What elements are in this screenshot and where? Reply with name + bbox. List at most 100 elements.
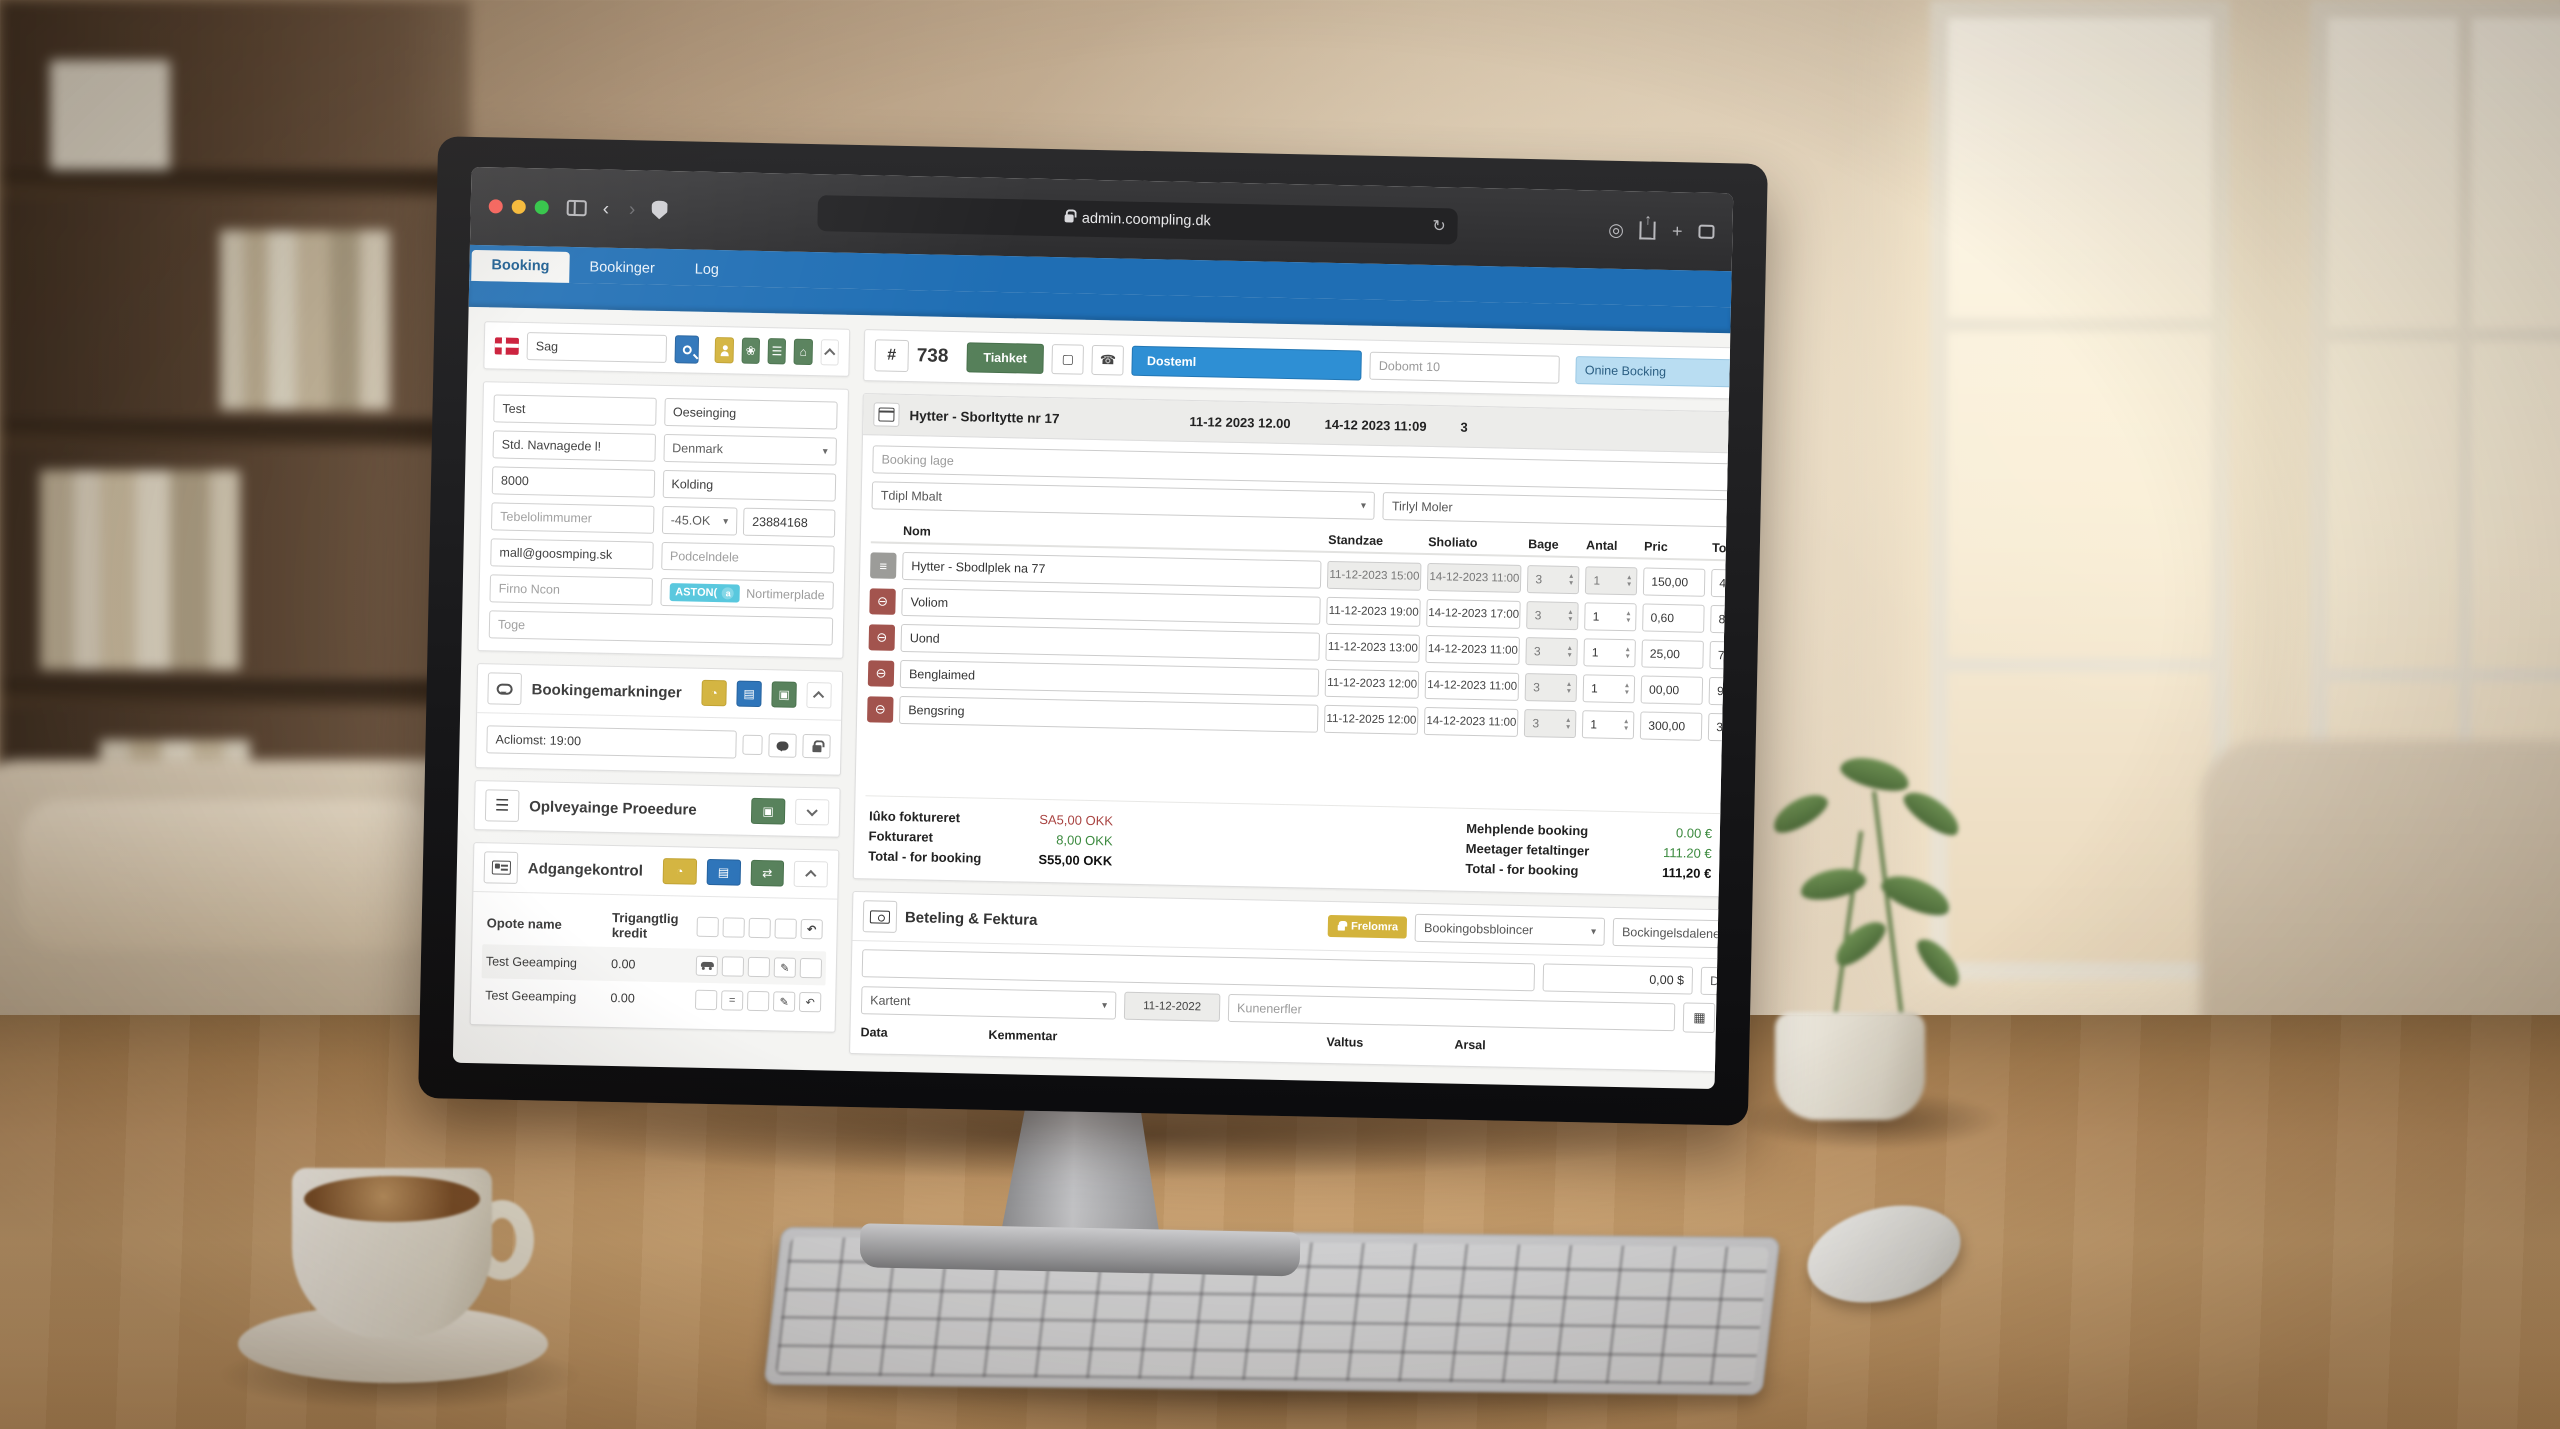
line-price-input[interactable]: 150,00 (1643, 567, 1706, 597)
email-field[interactable] (490, 538, 654, 570)
document-button[interactable]: Dosteml (1131, 345, 1363, 381)
amount-input[interactable] (1542, 963, 1694, 996)
access-checkbox[interactable] (799, 957, 823, 979)
access-checkbox[interactable] (722, 917, 745, 938)
remarks-add-button[interactable]: ▣ (771, 681, 797, 708)
stepper-arrows-icon[interactable]: ▲ ▼ (1624, 645, 1632, 661)
stepper-arrows-icon[interactable]: ▲ ▼ (1566, 644, 1574, 660)
stepper-arrows-icon[interactable]: ▲ ▼ (1625, 573, 1633, 589)
line-total-input[interactable]: 450,00 (1711, 568, 1734, 599)
status-button[interactable]: Tiahket (966, 342, 1045, 374)
list-button[interactable]: ☰ (767, 338, 787, 365)
new-tab-icon[interactable]: + (1671, 220, 1683, 241)
access-checkbox[interactable] (746, 990, 770, 1012)
sidebar-toggle-icon[interactable] (566, 199, 587, 217)
refresh-icon[interactable]: ↻ (1432, 217, 1446, 236)
line-end-date[interactable]: 14-12-2023 11:00 (1427, 562, 1522, 593)
close-window-button[interactable] (488, 199, 503, 214)
car-button[interactable] (695, 955, 719, 977)
remove-line-icon[interactable]: ⊖ (867, 696, 894, 723)
tab-booking[interactable]: Booking (471, 249, 570, 283)
country-select[interactable]: Denmark ▾ (662, 433, 837, 466)
remove-tag-icon[interactable]: a (722, 587, 735, 600)
card-terminal-button[interactable]: ▦ (1683, 1002, 1716, 1034)
phone-field[interactable] (490, 502, 655, 534)
address-field[interactable] (492, 430, 656, 462)
area-field[interactable] (660, 541, 835, 574)
line-price-input[interactable]: 00,00 (1640, 675, 1704, 705)
line-price-input[interactable]: 25,00 (1641, 639, 1705, 669)
line-name-input[interactable] (898, 695, 1319, 733)
case-search-input[interactable] (526, 332, 668, 363)
stepper-arrows-icon[interactable]: ▲ ▼ (1623, 681, 1631, 697)
line-days-stepper[interactable]: 3 ▲ ▼ (1524, 709, 1577, 739)
line-total-input[interactable]: 8,50 (1710, 604, 1734, 635)
document-id-input[interactable] (1369, 351, 1561, 384)
tab-log[interactable]: Log (694, 261, 720, 279)
line-days-stepper[interactable]: 3 ▲ ▼ (1526, 601, 1579, 631)
remove-line-icon[interactable]: ⊖ (869, 588, 896, 615)
tags-field[interactable] (488, 610, 834, 646)
stepper-arrows-icon[interactable]: ▲ ▼ (1565, 680, 1573, 696)
currency-select[interactable]: DKK▾ (1700, 967, 1734, 997)
remark-lock-button[interactable] (802, 733, 831, 759)
mobile-field[interactable] (742, 507, 836, 538)
stepper-arrows-icon[interactable]: ▲ ▼ (1622, 717, 1630, 733)
minimize-window-button[interactable] (511, 199, 526, 215)
invoice-button[interactable] (1723, 1003, 1734, 1035)
remark-input[interactable] (486, 725, 737, 759)
collapse-remarks-button[interactable] (806, 681, 832, 709)
balance-filter-select[interactable]: Bookingobsbloincer ▾ (1414, 914, 1606, 947)
saldo-filter-select[interactable]: Bockingelsdalener▾ (1612, 918, 1734, 950)
access-checkbox[interactable] (774, 918, 797, 939)
line-qty-stepper[interactable]: 1 ▲ ▼ (1584, 602, 1637, 632)
collapse-search-button[interactable] (820, 339, 840, 366)
drag-handle-icon[interactable]: ≡ (870, 552, 897, 579)
line-end-date[interactable]: 14-12-2023 11:00 (1424, 706, 1519, 737)
line-end-date[interactable]: 14-12-2023 17:00 (1426, 598, 1521, 629)
stepper-arrows-icon[interactable]: ▲ ▼ (1625, 609, 1632, 625)
line-name-input[interactable] (901, 587, 1322, 625)
line-qty-stepper[interactable]: 1 ▲ ▼ (1582, 674, 1636, 704)
undo-button[interactable]: ↶ (798, 991, 822, 1013)
guest-button[interactable] (714, 337, 734, 364)
collapse-access-button[interactable] (793, 860, 829, 888)
phone-button[interactable]: ☎ (1091, 344, 1125, 376)
edit-button[interactable]: ✎ (773, 957, 797, 978)
line-qty-stepper[interactable]: 1 ▲ ▼ (1582, 710, 1635, 740)
line-total-input[interactable]: 75,00 (1709, 640, 1734, 671)
share-icon[interactable] (1639, 221, 1657, 240)
line-days-stepper[interactable]: 3 ▲ ▼ (1527, 565, 1580, 595)
procedure-add-button[interactable]: ▣ (750, 797, 786, 825)
maximize-window-button[interactable] (534, 200, 549, 215)
line-qty-stepper[interactable]: 1 ▲ ▼ (1585, 566, 1638, 596)
plate-tag[interactable]: ASTON(a (669, 583, 741, 603)
search-button[interactable] (674, 335, 700, 364)
undo-button[interactable]: ↶ (800, 918, 823, 940)
tab-bookinger[interactable]: Bookinger (589, 259, 655, 277)
tab-overview-icon[interactable] (1698, 224, 1715, 239)
stepper-arrows-icon[interactable]: ▲ ▼ (1567, 572, 1575, 588)
remark-comment-button[interactable] (768, 733, 797, 758)
forward-icon[interactable]: › (628, 198, 636, 220)
property-button[interactable]: ⌂ (793, 338, 813, 366)
zip-field[interactable] (491, 466, 655, 498)
line-end-date[interactable]: 14-12-2023 11:00 (1424, 670, 1520, 701)
access-yellow-button[interactable]: ◔ (662, 858, 697, 885)
line-price-input[interactable]: 0,60 (1642, 603, 1705, 633)
line-total-input[interactable]: 350,00 (1708, 712, 1734, 743)
back-icon[interactable]: ‹ (602, 198, 610, 220)
loyalty-button[interactable]: ❀ (741, 337, 761, 364)
line-start-date[interactable]: 11-12-2023 15:00 (1327, 560, 1422, 591)
company-field[interactable] (489, 574, 653, 606)
payment-date[interactable]: 11-12-2022 (1123, 992, 1221, 1023)
remove-line-icon[interactable]: ⊖ (868, 624, 896, 651)
access-checkbox[interactable] (747, 956, 771, 978)
equals-button[interactable]: = (720, 990, 744, 1011)
remarks-note-button[interactable]: ▤ (736, 680, 762, 708)
phone-code-select[interactable]: -45.OK ▾ (661, 505, 738, 536)
line-start-date[interactable]: 11-12-2023 19:00 (1326, 596, 1421, 627)
access-checkbox[interactable] (721, 956, 745, 977)
circle-button[interactable]: ▢ (1051, 344, 1085, 375)
line-name-input[interactable] (899, 659, 1320, 697)
